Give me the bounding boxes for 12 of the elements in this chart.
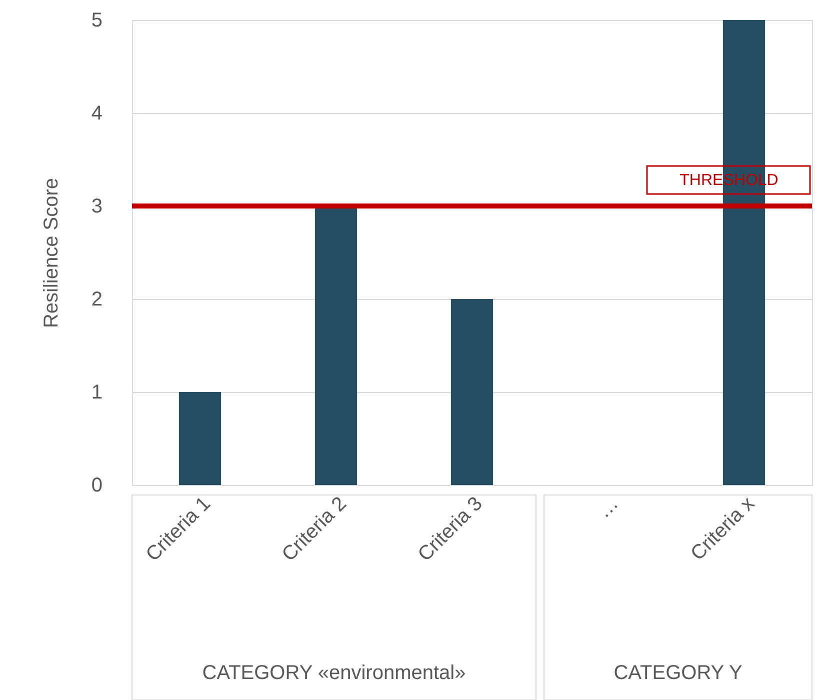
bar [178, 392, 222, 485]
y-tick-label: 1 [91, 382, 102, 404]
y-tick-label: 0 [91, 474, 102, 496]
text: CATEGORY Y [614, 662, 742, 684]
y-tick-label: 2 [91, 288, 102, 310]
x-tick-label: … [593, 492, 623, 522]
y-tick-label: 5 [91, 10, 102, 32]
bar [450, 299, 494, 485]
y-tick-label: 3 [91, 196, 102, 218]
y-axis-title: Resilience Score [40, 178, 62, 328]
text: CATEGORY «environmental» [202, 662, 466, 684]
y-tick-label: 4 [91, 102, 102, 124]
